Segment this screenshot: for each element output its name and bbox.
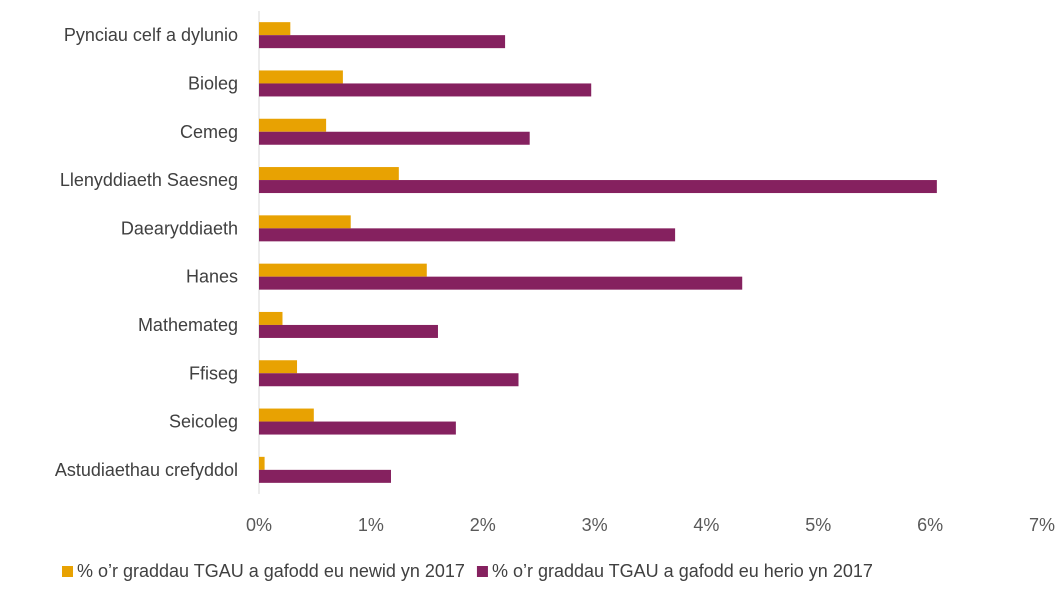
bar-changed [259, 22, 291, 36]
bars [259, 22, 937, 483]
bar-challenged [259, 469, 391, 483]
x-tick-label: 3% [582, 515, 608, 535]
bar-challenged [259, 83, 592, 97]
category-label: Astudiaethau crefyddol [55, 460, 238, 480]
bar-changed [259, 456, 265, 470]
x-tick-label: 2% [470, 515, 496, 535]
bar-challenged [259, 35, 506, 49]
bar-challenged [259, 373, 519, 387]
x-tick-label: 7% [1029, 515, 1055, 535]
category-label: Daearyddiaeth [121, 218, 238, 238]
category-label: Seicoleg [169, 412, 238, 432]
bar-challenged [259, 276, 743, 290]
bar-challenged [259, 180, 937, 194]
x-tick-label: 5% [805, 515, 831, 535]
x-tick-label: 4% [693, 515, 719, 535]
bar-challenged [259, 131, 530, 145]
x-tick-label: 1% [358, 515, 384, 535]
category-label: Cemeg [180, 122, 238, 142]
category-label: Pynciau celf a dylunio [64, 25, 238, 45]
category-label: Ffiseg [189, 363, 238, 383]
bar-changed [259, 408, 314, 422]
legend: % o’r graddau TGAU a gafodd eu newid yn … [62, 561, 873, 581]
category-label: Bioleg [188, 73, 238, 93]
legend-label-challenged: % o’r graddau TGAU a gafodd eu herio yn … [492, 561, 873, 581]
legend-swatch-challenged [476, 566, 488, 577]
category-label: Mathemateg [138, 315, 238, 335]
x-tick-label: 6% [917, 515, 943, 535]
bar-challenged [259, 228, 676, 242]
bar-changed [259, 360, 298, 374]
bar-challenged [259, 421, 456, 435]
bar-challenged [259, 324, 438, 338]
legend-label-changed: % o’r graddau TGAU a gafodd eu newid yn … [77, 561, 465, 581]
bar-changed [259, 118, 327, 132]
category-labels: Pynciau celf a dylunio Bioleg Cemeg Llenydd… [55, 25, 238, 480]
bar-changed [259, 167, 399, 181]
bar-changed [259, 70, 343, 84]
category-label: Llenyddiaeth Saesneg [60, 170, 238, 190]
category-label: Hanes [186, 267, 238, 287]
legend-swatch-changed [62, 566, 73, 577]
bar-changed [259, 215, 351, 229]
x-tick-labels: 0% 1% 2% 3% 4% 5% 6% 7% [246, 515, 1055, 535]
bar-changed [259, 263, 427, 277]
x-tick-label: 0% [246, 515, 272, 535]
bar-changed [259, 311, 283, 325]
